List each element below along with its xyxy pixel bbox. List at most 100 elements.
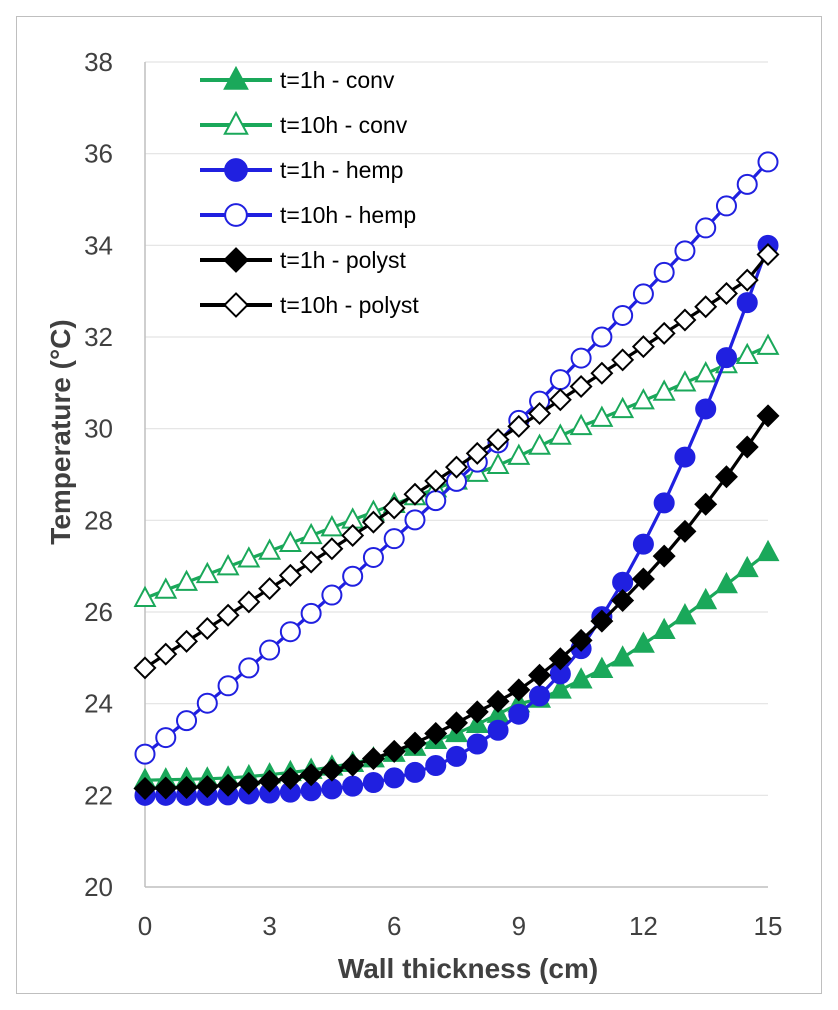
- data-point: [695, 217, 717, 239]
- data-point: [196, 692, 218, 714]
- data-point: [299, 522, 323, 545]
- data-point: [425, 490, 447, 512]
- data-point: [715, 347, 737, 369]
- data-point: [466, 733, 488, 755]
- series-t-10h-polyst: [133, 243, 780, 680]
- data-point: [382, 496, 406, 520]
- data-point: [652, 544, 676, 568]
- x-tick-label: 12: [629, 911, 658, 941]
- data-point: [361, 747, 385, 771]
- data-point: [133, 656, 157, 680]
- data-point: [383, 528, 405, 550]
- data-point: [673, 519, 697, 543]
- y-tick-label: 28: [84, 505, 113, 535]
- x-tick-label: 6: [387, 911, 401, 941]
- data-point: [279, 621, 301, 643]
- data-point: [486, 428, 510, 452]
- data-point: [631, 388, 655, 410]
- data-point: [362, 771, 384, 794]
- data-point: [404, 761, 426, 783]
- data-point: [736, 173, 758, 195]
- data-point: [486, 452, 510, 475]
- legend-item: t=10h - conv: [200, 110, 408, 138]
- data-point: [714, 281, 738, 305]
- data-point: [238, 657, 260, 679]
- legend-label: t=1h - conv: [280, 67, 395, 93]
- data-point: [611, 589, 635, 613]
- data-point: [549, 369, 571, 391]
- data-point: [175, 629, 199, 653]
- data-point: [195, 617, 219, 640]
- data-point: [590, 656, 614, 678]
- y-tick-label: 20: [84, 872, 113, 902]
- legend: t=1h - conv t=10h - conv t=1h - hemp t=10h …: [200, 65, 419, 318]
- data-point: [320, 537, 344, 561]
- data-point: [134, 743, 156, 765]
- data-point: [382, 739, 406, 763]
- data-point: [570, 347, 592, 369]
- legend-label: t=10h - conv: [280, 112, 408, 138]
- data-point: [715, 195, 737, 217]
- data-point: [548, 423, 572, 445]
- data-point: [569, 628, 593, 652]
- data-point: [216, 603, 240, 627]
- data-point: [237, 546, 261, 568]
- series-layer: [133, 151, 780, 806]
- data-point: [342, 775, 364, 797]
- y-tick-labels: 20 22 24 26 28 30 32 34 36 38: [84, 47, 113, 902]
- data-point: [673, 308, 697, 332]
- data-point: [278, 563, 302, 587]
- data-point: [673, 370, 697, 392]
- data-point: [278, 530, 302, 552]
- data-point: [341, 523, 365, 547]
- data-point: [361, 510, 385, 534]
- data-point: [237, 771, 261, 795]
- data-point: [445, 455, 468, 479]
- data-point: [756, 539, 780, 562]
- data-point: [258, 538, 282, 560]
- series-t-10h-conv: [133, 333, 780, 607]
- data-point: [591, 326, 613, 348]
- data-point: [237, 590, 261, 614]
- legend-item: t=1h - polyst: [200, 247, 407, 273]
- x-tick-labels: 0 3 6 9 12 15: [138, 911, 783, 941]
- data-point: [507, 414, 531, 438]
- data-point: [383, 767, 405, 789]
- data-point: [175, 776, 199, 800]
- data-point: [259, 639, 281, 661]
- x-tick-label: 9: [512, 911, 526, 941]
- data-point: [714, 465, 738, 489]
- y-axis-title: Temperature (°C): [45, 319, 76, 544]
- y-tick-label: 30: [84, 414, 113, 444]
- data-point: [528, 402, 552, 426]
- legend-marker: [224, 203, 248, 227]
- data-point: [217, 675, 239, 697]
- data-point: [507, 443, 531, 465]
- data-point: [154, 642, 178, 666]
- data-point: [258, 577, 282, 601]
- data-point: [548, 388, 572, 412]
- data-point: [404, 509, 426, 531]
- data-point: [487, 719, 509, 741]
- legend-marker: [223, 110, 249, 135]
- data-point: [465, 700, 489, 724]
- data-point: [694, 587, 718, 610]
- legend-label: t=10h - hemp: [280, 202, 416, 228]
- data-point: [632, 283, 654, 305]
- data-point: [631, 567, 655, 591]
- data-point: [735, 342, 759, 365]
- x-axis-title: Wall thickness (cm): [338, 953, 598, 984]
- data-point: [216, 554, 240, 576]
- x-tick-label: 15: [754, 911, 783, 941]
- legend-item: t=10h - hemp: [200, 202, 416, 228]
- data-point: [341, 753, 365, 777]
- legend-item: t=1h - conv: [200, 65, 395, 93]
- data-point: [652, 617, 676, 640]
- data-point: [465, 441, 489, 465]
- data-point: [445, 745, 468, 767]
- legend-marker: [223, 65, 249, 90]
- data-point: [486, 689, 510, 713]
- x-tick-label: 3: [262, 911, 276, 941]
- series-t-1h-polyst: [133, 404, 780, 800]
